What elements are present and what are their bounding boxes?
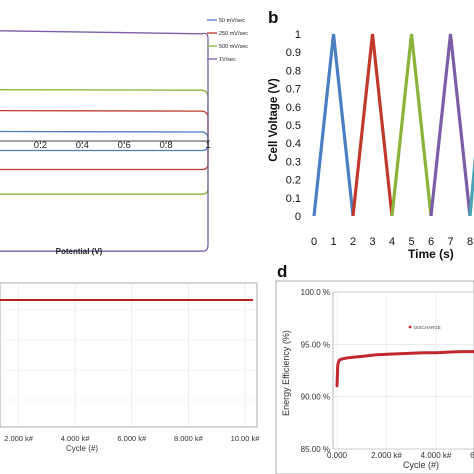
c-x-tick-label: 6.000 k# xyxy=(117,434,147,443)
c-plot-area xyxy=(0,282,258,428)
b-x-tick-label: 2 xyxy=(350,236,356,248)
d-data-point xyxy=(338,358,341,362)
b-x-tick-label: 3 xyxy=(369,236,375,248)
c-plot-frame xyxy=(0,282,258,428)
voltage-segment xyxy=(390,33,433,217)
d-data-point xyxy=(335,385,339,388)
c-x-tick-label: 8.000 k# xyxy=(174,434,204,443)
legend-marker xyxy=(408,325,412,329)
voltage-segment xyxy=(429,33,472,217)
d-data-point xyxy=(459,350,462,353)
b-x-tick-label: 8 xyxy=(467,236,473,248)
c-x-tick-label: 4.000 k# xyxy=(61,434,91,443)
voltage-segment xyxy=(351,33,394,217)
b-y-tick-label: 0 xyxy=(295,211,301,223)
panel-b: b 0 0.1 0.2 0.3 0.4 0.5 0.6 0.7 0.8 0.9 1 0 1 2 3 4 5 6 7… xyxy=(268,8,474,261)
d-x-ticks: 0.000 2.000 k# 4.000 k# 6.000 k# xyxy=(327,451,474,460)
cv-curve xyxy=(0,109,209,171)
d-y-ticks: 85.00 % 90.00 % 95.00 % 100.0 % xyxy=(301,288,330,454)
d-data-point xyxy=(397,352,401,355)
legend-label: 1V/sec xyxy=(219,57,236,63)
a-legend: 50 mV/sec 250 mV/sec 500 mV/sec 1V/sec xyxy=(207,18,248,63)
b-y-tick-label: 0.8 xyxy=(286,65,301,77)
b-y-tick-label: 0.3 xyxy=(286,156,301,168)
legend-label: 250 mV/sec xyxy=(219,31,248,37)
b-y-tick-label: 0.1 xyxy=(286,193,301,205)
cv-curve xyxy=(0,89,209,195)
c-x-tick-label: 10.00 k# xyxy=(231,434,261,443)
d-legend: DISCHARGE xyxy=(408,325,441,330)
a-x-tick-label: 0.4 xyxy=(76,140,89,151)
d-y-tick-label: 90.00 % xyxy=(301,393,330,402)
b-y-tick-label: 0.4 xyxy=(286,138,301,150)
d-x-axis-label: Cycle (#) xyxy=(403,460,439,470)
d-x-tick-label: 0.000 xyxy=(327,451,348,460)
b-x-tick-label: 4 xyxy=(389,236,395,248)
legend-label: 50 mV/sec xyxy=(219,18,245,24)
a-x-ticks: 0.2 0.4 0.6 0.8 1 xyxy=(34,140,211,151)
d-data-point xyxy=(471,350,474,353)
a-x-tick-label: 0.8 xyxy=(159,140,172,151)
a-x-axis-label: Potential (V) xyxy=(56,247,103,256)
d-plot-area xyxy=(332,291,474,450)
d-x-tick-label: 6.000 k# xyxy=(470,451,474,460)
d-data-point xyxy=(355,355,358,359)
b-x-tick-label: 5 xyxy=(408,236,414,248)
voltage-segment xyxy=(312,33,355,217)
d-data-point xyxy=(410,352,413,355)
d-x-tick-label: 2.000 k# xyxy=(371,451,402,460)
panel-label-d: d xyxy=(277,262,287,281)
d-data-point xyxy=(336,364,339,367)
b-x-ticks: 0 1 2 3 4 5 6 7 8 xyxy=(311,236,473,248)
b-x-tick-label: 7 xyxy=(447,236,453,248)
b-y-tick-label: 0.7 xyxy=(286,84,301,96)
c-grid xyxy=(0,283,257,427)
b-x-tick-label: 0 xyxy=(311,236,317,248)
b-x-tick-label: 1 xyxy=(330,236,336,248)
d-y-tick-label: 100.0 % xyxy=(301,288,330,297)
legend-label: 500 mV/sec xyxy=(219,44,248,50)
d-data-point xyxy=(385,353,388,356)
d-data-point xyxy=(422,351,425,354)
c-x-ticks: 2.000 k# 4.000 k# 6.000 k# 8.000 k# 10.00 k# xyxy=(4,434,260,443)
panel-c: 2.000 k# 4.000 k# 6.000 k# 8.000 k# 10.00 k#… xyxy=(0,282,260,453)
a-x-tick-label: 0.2 xyxy=(34,140,47,151)
panel-d: d 85.00 % 90.00 % 95.00 % 100.0 % 0.000 2.00… xyxy=(275,262,474,474)
d-y-axis-label: Energy Efficiency (%) xyxy=(281,330,291,416)
d-y-tick-label: 95.00 % xyxy=(301,340,330,349)
b-y-tick-label: 0.2 xyxy=(286,175,301,187)
d-series xyxy=(335,350,474,388)
d-data-point xyxy=(345,356,349,360)
a-x-tick-label: 1 xyxy=(205,140,210,151)
d-data-point xyxy=(340,357,344,361)
d-plot-frame xyxy=(275,280,474,474)
b-x-tick-label: 6 xyxy=(428,236,434,248)
d-data-point xyxy=(365,354,368,358)
d-data-point xyxy=(375,353,378,356)
c-x-tick-label: 2.000 k# xyxy=(4,434,34,443)
d-data-point xyxy=(434,351,438,354)
b-y-ticks: 0 0.1 0.2 0.3 0.4 0.5 0.6 0.7 0.8 0.9 1 xyxy=(286,29,301,223)
d-x-tick-label: 4.000 k# xyxy=(421,451,452,460)
d-data-point xyxy=(447,350,450,354)
panel-label-b: b xyxy=(268,8,278,27)
d-data-point xyxy=(337,360,340,364)
b-y-tick-label: 0.5 xyxy=(286,120,301,132)
a-x-tick-label: 0.6 xyxy=(118,140,131,151)
b-y-tick-label: 0.9 xyxy=(286,47,301,59)
charge-discharge-lines xyxy=(312,33,474,217)
panel-a: 0.2 0.4 0.6 0.8 1 Potential (V) 50 mV/sec 250… xyxy=(0,18,248,256)
b-y-tick-label: 0.6 xyxy=(286,102,301,114)
b-x-axis-label: Time (s) xyxy=(408,247,454,261)
b-y-tick-label: 1 xyxy=(295,29,301,41)
legend-label: DISCHARGE xyxy=(414,325,441,330)
b-y-axis-label: Cell Voltage (V) xyxy=(268,78,280,162)
c-x-axis-label: Cycle (#) xyxy=(66,444,98,453)
voltage-segment xyxy=(468,154,474,217)
d-y-tick-label: 85.00 % xyxy=(301,445,330,454)
